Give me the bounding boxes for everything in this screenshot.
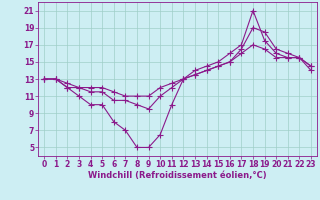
X-axis label: Windchill (Refroidissement éolien,°C): Windchill (Refroidissement éolien,°C) [88,171,267,180]
